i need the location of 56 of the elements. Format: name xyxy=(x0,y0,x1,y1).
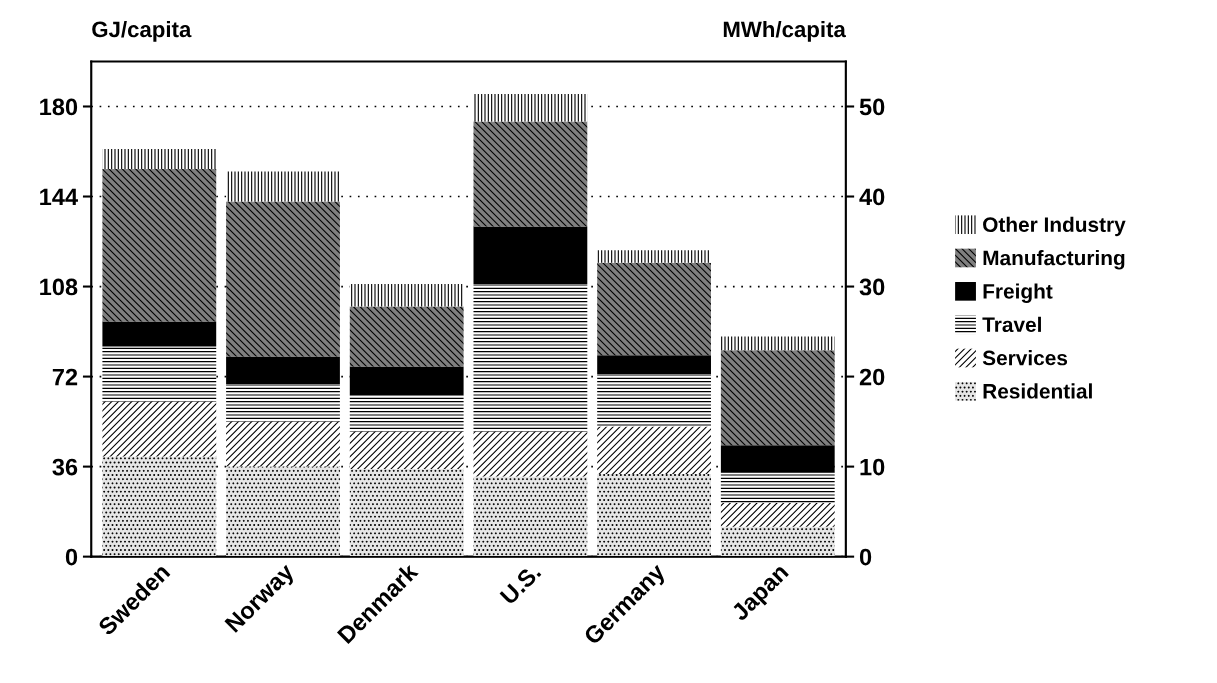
bar xyxy=(226,466,340,557)
y-tick-label: 36 xyxy=(52,458,78,476)
bar xyxy=(349,469,464,557)
bar xyxy=(349,306,464,367)
bar xyxy=(720,336,835,351)
y-tick-label: 72 xyxy=(52,368,78,386)
bar xyxy=(349,284,464,307)
y-tick-label: 144 xyxy=(40,188,78,206)
bar xyxy=(597,474,711,557)
bar xyxy=(102,456,217,557)
y2-tick-label: 50 xyxy=(859,98,885,116)
bar xyxy=(102,169,217,322)
bar xyxy=(226,421,340,467)
bar xyxy=(597,426,711,475)
bar xyxy=(597,262,711,356)
y-tick-label: 0 xyxy=(65,548,78,566)
bar xyxy=(720,350,835,446)
bar xyxy=(720,502,835,527)
y-tick-label: 180 xyxy=(40,98,78,116)
bar xyxy=(473,476,588,557)
bar xyxy=(473,226,588,285)
bar xyxy=(473,284,588,432)
bar xyxy=(597,374,711,427)
y2-tick-label: 10 xyxy=(860,458,885,476)
bar xyxy=(226,201,340,357)
bar xyxy=(349,366,464,396)
bar xyxy=(720,472,835,503)
y2-tick-label: 20 xyxy=(859,368,885,386)
bar xyxy=(473,93,588,122)
bar xyxy=(102,321,217,347)
bar xyxy=(226,384,340,422)
bar xyxy=(226,171,340,202)
y2-tick-label: 0 xyxy=(859,548,872,566)
legend-label: Manufacturing xyxy=(983,250,1125,270)
bar xyxy=(102,149,217,170)
bar xyxy=(720,445,835,473)
bar xyxy=(597,250,711,263)
bar xyxy=(349,431,464,470)
bar xyxy=(720,526,835,557)
bar xyxy=(102,401,217,457)
legend-label: Other Industry xyxy=(983,216,1126,237)
y2-tick-label: 40 xyxy=(859,188,885,206)
y2-tick-label: 30 xyxy=(859,278,885,296)
y2-axis-title: MWh/capita xyxy=(723,20,846,42)
x-tick-label: U.S. xyxy=(499,563,542,606)
y-tick-label: 108 xyxy=(40,278,78,296)
legend-label: Freight xyxy=(983,283,1053,303)
bar xyxy=(349,395,464,432)
legend-label: Services xyxy=(982,350,1068,366)
bar xyxy=(597,355,711,375)
legend-label: Travel xyxy=(982,316,1041,333)
bar xyxy=(473,121,588,227)
bar xyxy=(473,431,588,477)
y-axis-title: GJ/capita xyxy=(92,20,192,42)
bar xyxy=(102,346,217,402)
legend-label: Residential xyxy=(983,383,1092,399)
